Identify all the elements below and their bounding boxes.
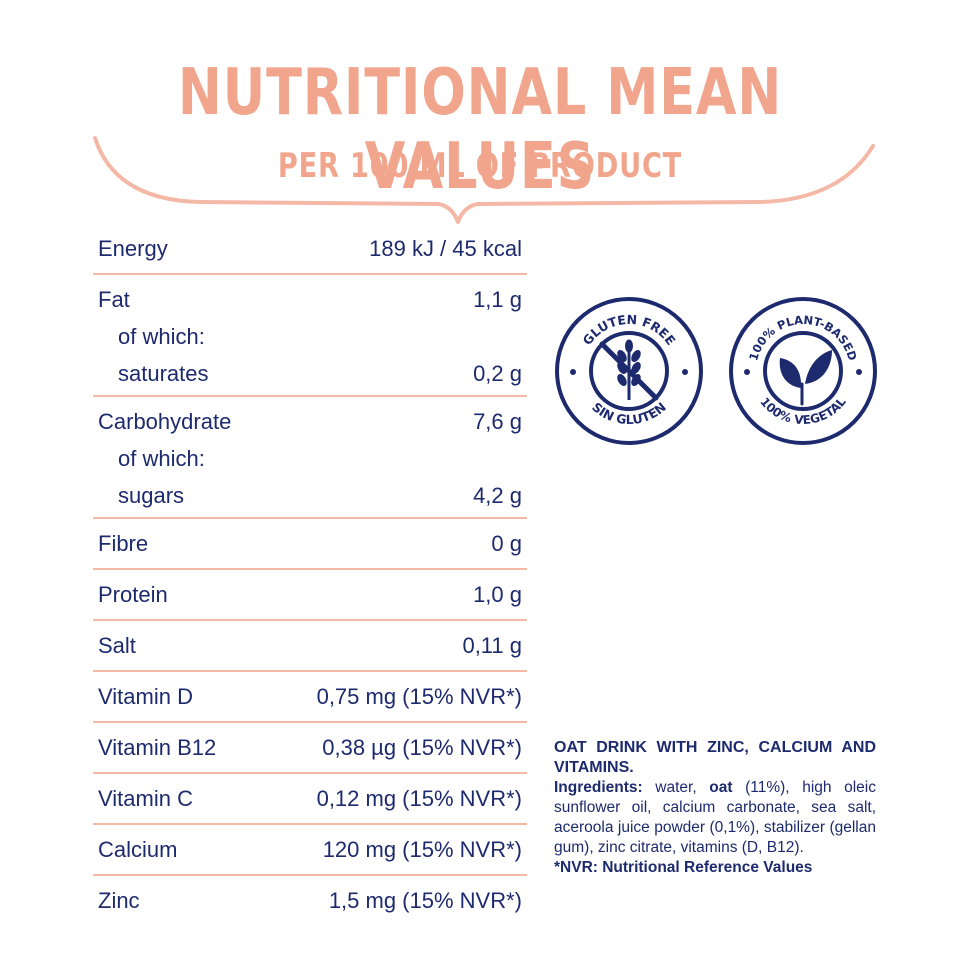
vitamin-c-value: 0,12 mg (15% NVR*) <box>316 786 522 811</box>
row-fat: Fat 1,1 g of which: saturates 0,2 g <box>93 275 527 397</box>
vitamin-b12-label: Vitamin B12 <box>98 735 217 760</box>
row-protein: Protein 1,0 g <box>93 570 527 621</box>
page-title: NUTRITIONAL MEAN VALUES <box>177 56 783 204</box>
nutrition-table: Energy 189 kJ / 45 kcal Fat 1,1 g of whi… <box>93 224 527 927</box>
zinc-label: Zinc <box>98 888 140 913</box>
salt-label: Salt <box>98 633 136 658</box>
row-vitamin-b12: Vitamin B12 0,38 µg (15% NVR*) <box>93 723 527 774</box>
protein-value: 1,0 g <box>473 582 522 607</box>
page-subtitle: PER 100 ML OF PRODUCT <box>277 146 683 186</box>
gluten-free-bottom-text: SIN GLUTEN <box>589 399 669 427</box>
plant-based-badge: 100% PLANT-BASED 100% VEGETAL <box>729 297 877 445</box>
vitamin-d-label: Vitamin D <box>98 684 193 709</box>
calcium-value: 120 mg (15% NVR*) <box>322 837 522 862</box>
product-description: OAT DRINK WITH ZINC, CALCIUM AND VITAMIN… <box>554 739 876 776</box>
fat-of-which-label: of which: <box>118 324 205 349</box>
crossed-wheat-icon <box>599 339 659 401</box>
sugars-value: 4,2 g <box>473 483 522 508</box>
brace-divider <box>93 136 875 224</box>
vitamin-d-value: 0,75 mg (15% NVR*) <box>316 684 522 709</box>
carbohydrate-value: 7,6 g <box>473 409 522 434</box>
vitamin-b12-value: 0,38 µg (15% NVR*) <box>322 735 522 760</box>
row-salt: Salt 0,11 g <box>93 621 527 672</box>
row-vitamin-d: Vitamin D 0,75 mg (15% NVR*) <box>93 672 527 723</box>
salt-value: 0,11 g <box>462 633 522 658</box>
row-energy: Energy 189 kJ / 45 kcal <box>93 224 527 275</box>
nvr-footnote: *NVR: Nutritional Reference Values <box>554 859 813 876</box>
saturates-value: 0,2 g <box>473 361 522 386</box>
gluten-free-badge: GLUTEN FREE SIN GLUTEN <box>555 297 703 445</box>
plant-based-top-text: 100% PLANT-BASED <box>746 313 859 363</box>
ingredients-part1: water, <box>642 779 710 796</box>
sugars-label: sugars <box>118 483 185 508</box>
protein-label: Protein <box>98 582 168 607</box>
leaf-icon <box>779 350 832 406</box>
row-zinc: Zinc 1,5 mg (15% NVR*) <box>93 876 527 927</box>
saturates-label: saturates <box>118 361 209 386</box>
fat-label: Fat <box>98 287 130 312</box>
ingredients-highlight: oat <box>709 779 733 796</box>
calcium-label: Calcium <box>98 837 178 862</box>
row-vitamin-c: Vitamin C 0,12 mg (15% NVR*) <box>93 774 527 825</box>
row-fibre: Fibre 0 g <box>93 519 527 570</box>
vitamin-c-label: Vitamin C <box>98 786 193 811</box>
ingredients-text: Ingredients: water, oat (11%), high olei… <box>554 778 876 858</box>
fibre-label: Fibre <box>98 531 149 556</box>
row-calcium: Calcium 120 mg (15% NVR*) <box>93 825 527 876</box>
energy-label: Energy <box>98 236 168 261</box>
carbohydrate-of-which-label: of which: <box>118 446 205 471</box>
energy-value: 189 kJ / 45 kcal <box>369 236 522 261</box>
row-carbohydrate: Carbohydrate 7,6 g of which: sugars 4,2 … <box>93 397 527 519</box>
zinc-value: 1,5 mg (15% NVR*) <box>328 888 522 913</box>
ingredients-part2: (11%), high oleic sunflower oil, calcium… <box>554 779 877 856</box>
ingredients-label: Ingredients: <box>554 779 643 796</box>
fat-value: 1,1 g <box>473 287 522 312</box>
fibre-value: 0 g <box>491 531 522 556</box>
ingredients-block: OAT DRINK WITH ZINC, CALCIUM AND VITAMIN… <box>554 738 876 878</box>
carbohydrate-label: Carbohydrate <box>98 409 232 434</box>
